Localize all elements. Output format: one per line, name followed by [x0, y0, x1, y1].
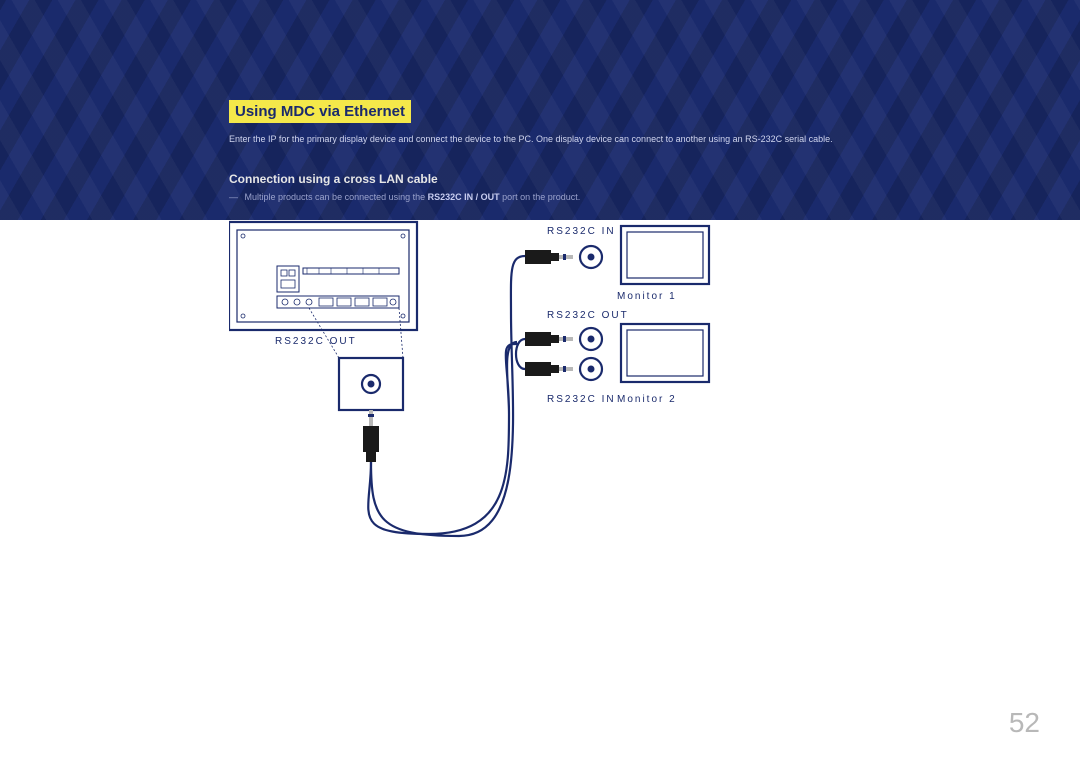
label-rs232c-in-top: RS232C IN: [547, 226, 616, 237]
device-back-panel: [229, 222, 417, 330]
jack-top: [580, 246, 602, 268]
label-monitor-2: Monitor 2: [617, 394, 677, 405]
note-text: ― Multiple products can be connected usi…: [229, 192, 949, 202]
page-title: Using MDC via Ethernet: [229, 100, 411, 123]
plug-vertical: [363, 410, 379, 462]
note-dash: ―: [229, 192, 238, 202]
label-rs232c-out-mid: RS232C OUT: [547, 310, 629, 321]
section-subhead: Connection using a cross LAN cable: [229, 172, 949, 186]
page-number: 52: [1009, 707, 1040, 739]
plug-mid-out: [525, 332, 573, 346]
link-cable: [516, 339, 525, 369]
monitor-1: [621, 226, 709, 284]
label-monitor-1: Monitor 1: [617, 291, 677, 302]
note-after: port on the product.: [500, 192, 581, 202]
label-rs232c-out-left: RS232C OUT: [275, 336, 357, 347]
jack-mid-out: [580, 328, 602, 350]
jack-mid-in: [580, 358, 602, 380]
intro-text: Enter the IP for the primary display dev…: [229, 133, 949, 146]
content-block: Using MDC via Ethernet Enter the IP for …: [229, 100, 949, 202]
note-bold: RS232C IN / OUT: [428, 192, 500, 202]
monitor-2: [621, 324, 709, 382]
label-rs232c-in-bottom: RS232C IN: [547, 394, 616, 405]
note-before: Multiple products can be connected using…: [245, 192, 428, 202]
plug-top: [525, 250, 573, 264]
connection-diagram: RS232C IN Monitor 1 RS232C OUT RS232C IN…: [229, 214, 829, 554]
plug-mid-in: [525, 362, 573, 376]
